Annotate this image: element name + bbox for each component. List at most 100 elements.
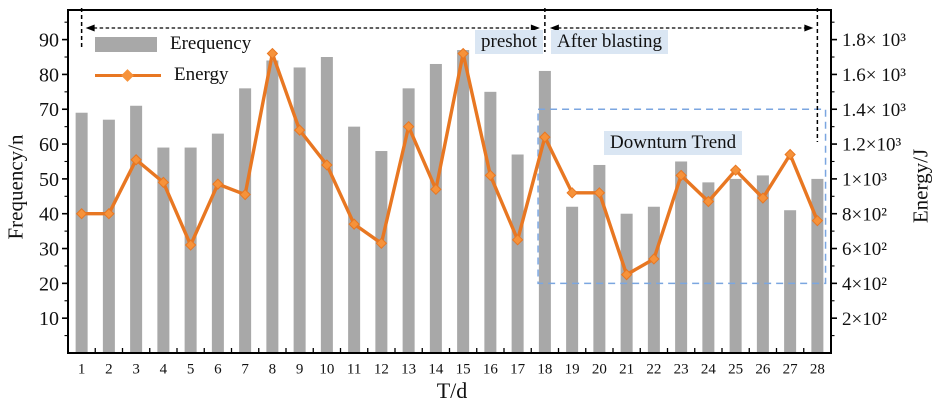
energy-marker-4 [157, 176, 170, 189]
x-tick-label-15: 15 [456, 361, 471, 377]
energy-marker-17 [511, 234, 524, 246]
energy-marker-8 [266, 47, 279, 60]
arrowhead-right-icon [530, 24, 540, 32]
right-tick-label-1600: 1.6× 10³ [842, 65, 906, 86]
frequency-bar-19 [566, 206, 579, 353]
energy-marker-25 [729, 164, 742, 176]
frequency-bar-2 [102, 119, 115, 353]
frequency-bar-26 [756, 175, 769, 353]
left-tick-label-70: 70 [39, 99, 59, 121]
x-tick-label-8: 8 [269, 361, 277, 377]
energy-marker-26 [757, 192, 769, 204]
x-tick-label-5: 5 [187, 361, 195, 377]
x-tick-label-21: 21 [619, 361, 634, 377]
energy-marker-11 [348, 218, 360, 230]
x-tick-label-20: 20 [592, 361, 607, 377]
right-tick-label-1000: 1×10³ [842, 170, 887, 191]
left-tick-label-90: 90 [39, 30, 59, 52]
frequency-bar-25 [729, 178, 742, 353]
x-tick-label-26: 26 [755, 361, 771, 377]
x-tick-label-27: 27 [783, 361, 799, 377]
legend: Erequency Energy [95, 33, 251, 95]
x-axis-title: T/d [436, 378, 468, 403]
right-tick-label-1400: 1.4× 10³ [842, 100, 906, 121]
energy-marker-27 [784, 148, 796, 161]
arrowhead-right-icon [804, 24, 814, 32]
frequency-bar-9 [293, 67, 306, 354]
x-tick-label-22: 22 [646, 361, 661, 377]
x-tick-label-16: 16 [483, 361, 499, 377]
energy-marker-7 [239, 188, 251, 201]
x-tick-label-2: 2 [105, 361, 113, 377]
x-tick-label-10: 10 [319, 361, 334, 377]
energy-marker-1 [75, 208, 88, 220]
frequency-bar-1 [75, 112, 88, 353]
left-tick-label-20: 20 [39, 273, 59, 295]
energy-marker-3 [130, 154, 142, 166]
energy-marker-12 [375, 237, 388, 250]
frequency-bar-17 [511, 154, 524, 353]
frequency-bar-7 [239, 88, 252, 353]
frequency-bar-15 [457, 50, 470, 353]
after-blasting-label: After blasting [551, 30, 669, 54]
energy-marker-9 [293, 124, 306, 136]
frequency-bar-23 [675, 161, 688, 353]
x-tick-label-23: 23 [674, 361, 689, 377]
energy-marker-16 [484, 169, 497, 182]
left-tick-label-30: 30 [39, 239, 59, 261]
x-tick-label-18: 18 [537, 361, 552, 377]
energy-marker-15 [457, 47, 469, 60]
downturn-trend-box [537, 108, 827, 285]
left-axis-title: Frequency/n [3, 134, 28, 240]
energy-marker-21 [620, 268, 633, 281]
x-tick-label-28: 28 [810, 361, 825, 377]
x-tick-label-1: 1 [78, 361, 86, 377]
diamond-marker-icon [121, 68, 134, 82]
frequency-bar-6 [211, 133, 224, 353]
frequency-bar-24 [702, 182, 715, 353]
frequency-bar-8 [266, 60, 279, 354]
frequency-bar-22 [647, 206, 660, 353]
frequency-bar-3 [130, 105, 143, 354]
energy-legend-label: Energy [174, 64, 229, 85]
energy-marker-14 [430, 183, 442, 196]
x-tick-label-12: 12 [374, 361, 389, 377]
frequency-bar-13 [402, 88, 415, 353]
preshot-label: preshot [475, 30, 543, 54]
energy-marker-18 [539, 131, 551, 143]
energy-line [79, 51, 820, 277]
energy-marker-28 [811, 214, 824, 227]
energy-marker-10 [321, 159, 333, 171]
x-tick-label-24: 24 [701, 361, 717, 377]
legend-row-energy: Energy [95, 64, 251, 86]
x-tick-label-4: 4 [160, 361, 168, 377]
right-axis-title: Energy/J [908, 148, 933, 224]
arrowhead-left-icon [549, 24, 559, 32]
energy-marker-24 [702, 195, 715, 208]
right-tick-label-800: 8×10² [842, 204, 887, 225]
x-tick-label-6: 6 [214, 361, 222, 377]
x-tick-label-13: 13 [401, 361, 416, 377]
energy-marker-13 [402, 120, 415, 133]
frequency-legend-label: Erequency [170, 33, 252, 54]
energy-marker-5 [184, 239, 197, 251]
frequency-bar-14 [429, 63, 442, 354]
energy-marker-20 [593, 187, 606, 199]
frequency-bar-4 [157, 147, 170, 353]
energy-marker-2 [103, 208, 115, 220]
x-tick-label-9: 9 [296, 361, 304, 377]
frequency-bar-16 [484, 91, 497, 353]
frequency-bar-28 [811, 178, 824, 353]
energy-marker-22 [648, 253, 660, 265]
x-tick-label-25: 25 [728, 361, 743, 377]
energy-line-sample [95, 68, 161, 83]
x-tick-label-7: 7 [241, 361, 249, 377]
downturn-trend-label: Downturn Trend [604, 131, 743, 155]
frequency-bar-11 [348, 126, 361, 354]
energy-marker-23 [675, 169, 687, 182]
energy-marker-19 [566, 187, 578, 199]
x-tick-label-14: 14 [428, 361, 444, 377]
x-tick-label-11: 11 [347, 361, 361, 377]
left-tick-label-40: 40 [39, 204, 59, 226]
